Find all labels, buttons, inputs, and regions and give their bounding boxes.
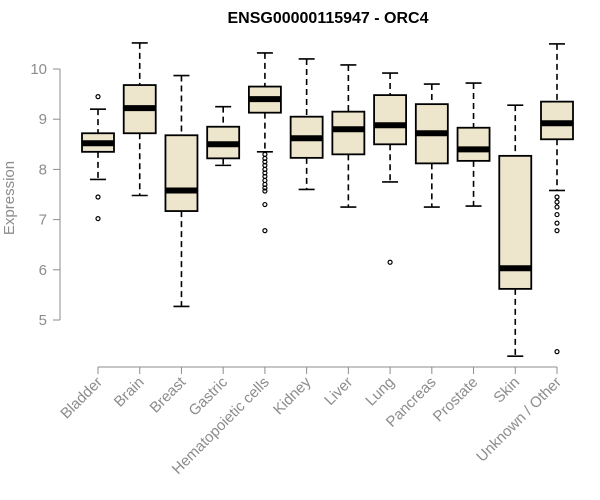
box-iqr [331, 110, 366, 156]
outlier-point [262, 177, 268, 184]
x-tick-label: Bladder [57, 374, 106, 423]
box-series [81, 42, 574, 357]
box-iqr [164, 134, 199, 212]
box-iqr [456, 126, 491, 162]
outlier-point [95, 215, 101, 222]
outlier-point [554, 211, 560, 218]
box-gastric [206, 105, 241, 167]
box-prostate [456, 82, 491, 207]
box-pancreas [414, 83, 449, 208]
y-tick-label: 9 [39, 111, 47, 128]
box-breast [164, 74, 199, 308]
y-axis: 5 6 7 8 9 10 [30, 61, 61, 329]
chart-title: ENSG00000115947 - ORC4 [227, 10, 428, 27]
box-liver [331, 64, 366, 208]
x-tick-label: Brain [111, 374, 148, 411]
outlier-point [554, 220, 560, 226]
y-tick-label: 6 [39, 262, 47, 279]
outlier-point [554, 194, 560, 200]
y-axis-label: Expression [1, 161, 18, 235]
x-tick-label: Liver [321, 374, 356, 409]
box-skin [498, 104, 533, 357]
outlier-point [554, 204, 560, 210]
outlier-point [262, 185, 268, 191]
outlier-point [95, 94, 101, 100]
box-unknown-other [540, 43, 574, 355]
y-tick-label: 7 [39, 212, 47, 229]
box-iqr [373, 94, 407, 146]
outlier-point [554, 349, 560, 355]
box-brain [122, 42, 157, 197]
box-lung [373, 72, 407, 265]
y-tick-label: 8 [39, 161, 47, 178]
outlier-point [262, 228, 268, 234]
box-bladder [81, 94, 115, 222]
x-tick-label: Breast [147, 373, 190, 416]
outlier-point [262, 188, 268, 194]
outlier-point [262, 201, 268, 208]
x-tick-label: Prostate [430, 374, 482, 426]
outlier-point [95, 194, 101, 200]
y-tick-label: 10 [30, 61, 47, 78]
x-tick-label: Skin [490, 374, 523, 407]
outlier-point [387, 259, 393, 265]
x-tick-label: Kidney [270, 373, 315, 418]
outlier-point [262, 151, 268, 157]
outlier-point [554, 228, 560, 234]
y-tick-label: 5 [39, 312, 47, 329]
box-hematopoietic-cells [248, 52, 282, 234]
x-tick-label: Lung [362, 374, 398, 410]
outlier-point [554, 199, 560, 205]
box-kidney [289, 58, 324, 191]
